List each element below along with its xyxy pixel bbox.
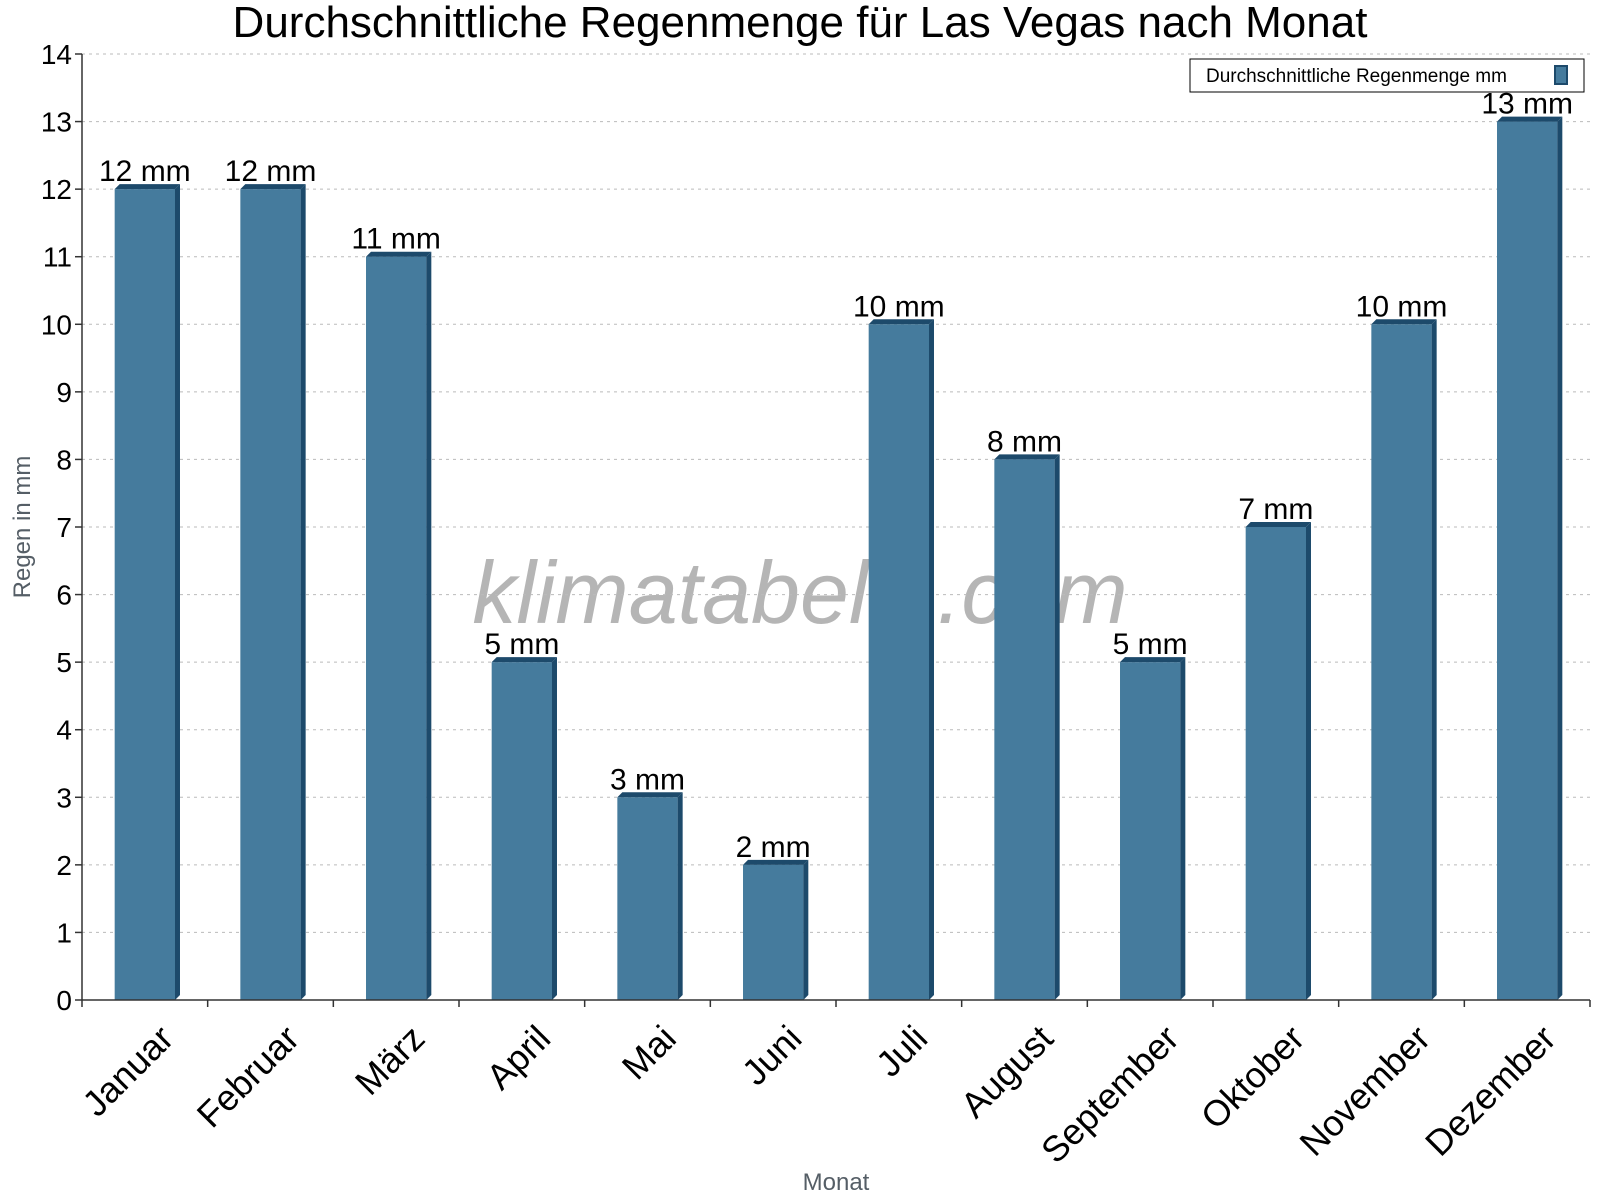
bar-value-label: 8 mm bbox=[987, 425, 1062, 458]
bar bbox=[1120, 662, 1181, 1000]
y-tick-label: 0 bbox=[56, 985, 72, 1016]
y-tick-label: 6 bbox=[56, 580, 72, 611]
bar-value-label: 7 mm bbox=[1238, 493, 1313, 526]
y-tick-label: 10 bbox=[41, 309, 72, 340]
bar-top bbox=[240, 184, 306, 190]
bar-top bbox=[743, 859, 809, 865]
bar-value-label: 13 mm bbox=[1481, 88, 1573, 121]
y-tick-label: 5 bbox=[56, 647, 72, 678]
y-tick-label: 7 bbox=[56, 512, 72, 543]
bar-side bbox=[928, 319, 934, 1000]
bar bbox=[1371, 324, 1432, 1000]
bar-side bbox=[803, 859, 809, 1000]
bar bbox=[868, 324, 929, 1000]
x-tick-label: September bbox=[1033, 1017, 1187, 1171]
x-tick-label: Juni bbox=[734, 1017, 810, 1093]
bar bbox=[114, 189, 175, 1001]
x-tick-label: Januar bbox=[74, 1017, 181, 1124]
bar-value-label: 11 mm bbox=[351, 223, 440, 256]
bar-top bbox=[114, 184, 180, 190]
y-tick-label: 1 bbox=[56, 917, 72, 948]
x-tick-labels: Januar Februar März April Mai Juni Juli AugustS… bbox=[74, 1017, 1563, 1171]
bar bbox=[366, 256, 427, 1000]
y-tick-label: 2 bbox=[56, 850, 72, 881]
y-tick-label: 4 bbox=[56, 715, 72, 746]
bar-side bbox=[300, 184, 306, 1001]
bar-labels: 12 mm 12 mm 11 mm 5 mm 3 mm 2 mm 10 mm 8 mm 5 mm… bbox=[99, 88, 1573, 864]
y-tick-label: 13 bbox=[41, 107, 72, 138]
bar-side bbox=[1054, 454, 1060, 1000]
x-tick-label: Mai bbox=[614, 1017, 684, 1087]
x-tick-label: Dezember bbox=[1417, 1017, 1563, 1163]
bar-top bbox=[366, 251, 432, 257]
bar-top bbox=[1371, 319, 1437, 325]
y-tick-label: 8 bbox=[56, 444, 72, 475]
bar-top bbox=[617, 792, 683, 798]
bar-side bbox=[1305, 522, 1311, 1000]
bar bbox=[240, 189, 301, 1001]
x-tick-label: April bbox=[478, 1017, 558, 1097]
bar-side bbox=[1431, 319, 1437, 1000]
y-tick-label: 11 bbox=[43, 242, 72, 273]
x-axis-label: Monat bbox=[803, 1169, 870, 1196]
bar-value-label: 10 mm bbox=[1356, 290, 1448, 323]
bar-value-label: 10 mm bbox=[853, 290, 945, 323]
bar bbox=[1497, 121, 1558, 1001]
x-tick-label: Februar bbox=[189, 1017, 307, 1135]
legend-box bbox=[1189, 58, 1585, 93]
bar-side bbox=[426, 251, 432, 1000]
bar-top bbox=[868, 319, 934, 325]
bar-top bbox=[491, 657, 557, 663]
y-tick-label: 14 bbox=[41, 39, 72, 70]
chart-title: Durchschnittliche Regenmenge für Las Veg… bbox=[233, 0, 1368, 47]
bar bbox=[743, 864, 804, 1000]
legend-label: Durchschnittliche Regenmenge mm bbox=[1206, 66, 1507, 87]
bar-top bbox=[1497, 116, 1563, 122]
bar-side bbox=[677, 792, 683, 1000]
bar bbox=[1245, 527, 1306, 1000]
bar bbox=[617, 797, 678, 1000]
legend: Durchschnittliche Regenmenge mm bbox=[1189, 58, 1585, 93]
y-tick-label: 3 bbox=[56, 782, 72, 813]
bar-side bbox=[1180, 657, 1186, 1000]
bar-value-label: 5 mm bbox=[484, 628, 559, 661]
bar bbox=[491, 662, 552, 1000]
bar-value-label: 12 mm bbox=[99, 155, 191, 188]
legend-swatch bbox=[1554, 65, 1568, 85]
bars bbox=[114, 116, 1563, 1001]
axes bbox=[75, 53, 1591, 1007]
bar-value-label: 3 mm bbox=[610, 763, 685, 796]
bar-side bbox=[551, 657, 557, 1000]
bar-value-label: 2 mm bbox=[736, 831, 811, 864]
bar-value-label: 5 mm bbox=[1113, 628, 1188, 661]
bar-side bbox=[174, 184, 180, 1001]
bar-top bbox=[1120, 657, 1186, 663]
x-tick-label: November bbox=[1291, 1017, 1437, 1163]
x-tick-label: März bbox=[347, 1017, 433, 1103]
bar-side bbox=[1557, 116, 1563, 1001]
x-tick-label: August bbox=[953, 1017, 1061, 1125]
bar-top bbox=[994, 454, 1060, 460]
bar bbox=[994, 459, 1055, 1000]
x-tick-label: Oktober bbox=[1193, 1017, 1313, 1137]
x-tick-label: Juli bbox=[868, 1017, 935, 1084]
y-axis-label: Regen in mm bbox=[9, 456, 36, 599]
y-tick-label: 9 bbox=[56, 377, 72, 408]
y-tick-label: 12 bbox=[41, 174, 72, 205]
bar-top bbox=[1245, 522, 1311, 527]
bar-value-label: 12 mm bbox=[225, 155, 317, 188]
